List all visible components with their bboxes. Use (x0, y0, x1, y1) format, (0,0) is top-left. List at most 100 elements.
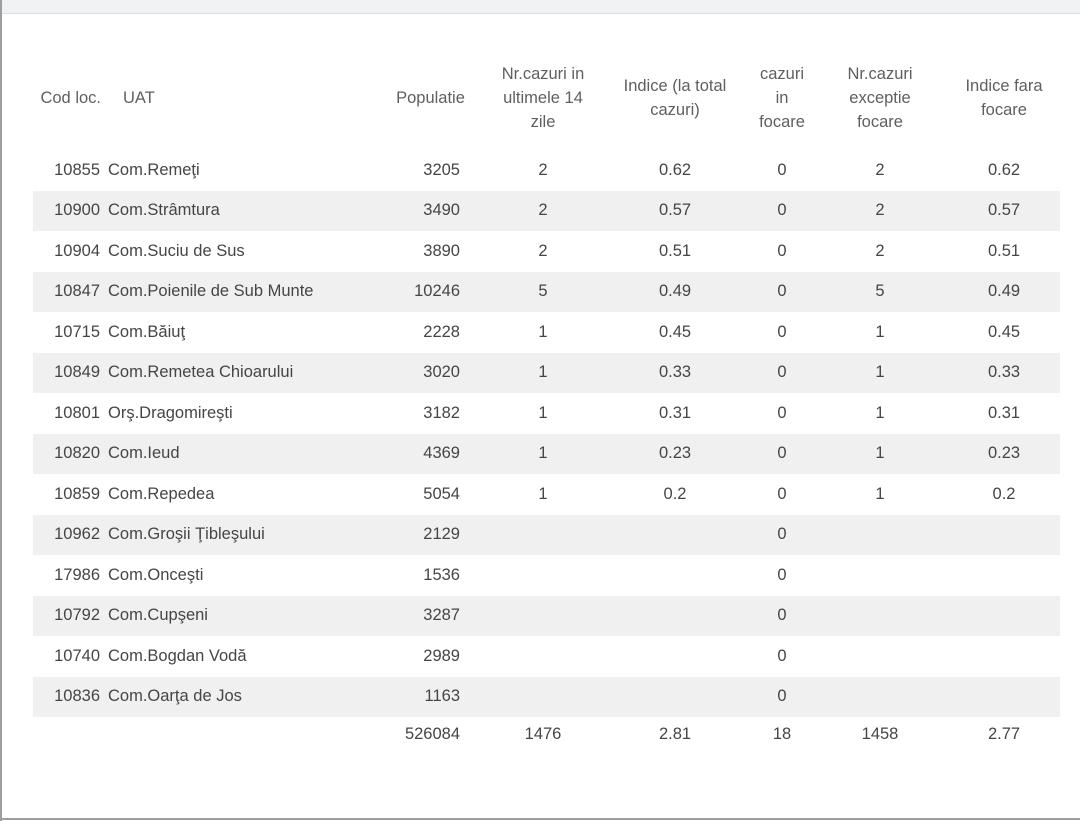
table-row: 10847 Com.Poienile de Sub Munte 10246 5 … (33, 271, 1060, 312)
cell-uat: Com.Suciu de Sus (108, 241, 245, 260)
column-header-cazuri-focare: cazuri in focare (752, 62, 812, 134)
cell-indice-total: 0.31 (658, 403, 692, 422)
incidence-table: Cod loc. UAT Populatie Nr.cazuri in ulti… (33, 45, 1060, 751)
cell-cazuri-14-zile: 5 (538, 282, 548, 301)
cell-indice-fara-focare: 0.2 (992, 484, 1016, 503)
cell-cazuri-focare: 0 (777, 322, 787, 341)
table-row: 10801 Orş.Dragomireşti 3182 1 0.31 0 1 0… (33, 393, 1060, 434)
cell-indice-fara-focare: 0.33 (987, 363, 1021, 382)
cell-cazuri-focare: 0 (777, 282, 787, 301)
column-header-populatie: Populatie (373, 86, 488, 110)
cell-cod-loc: 10740 (54, 646, 100, 665)
cell-indice-total: 0.45 (658, 322, 692, 341)
table-row: 17986 Com.Onceşti 1536 0 (33, 555, 1060, 596)
cell-cod-loc: 10849 (54, 363, 100, 382)
cell-cazuri-exceptie: 1 (875, 322, 885, 341)
cell-cod-loc: 10715 (54, 322, 100, 341)
cell-populatie: 2129 (423, 525, 460, 544)
column-header-indice-total: Indice (la total cazuri) (598, 74, 752, 122)
column-header-uat: UAT (105, 86, 373, 110)
cell-indice-fara-focare: 0.31 (987, 403, 1021, 422)
total-indice-total: 2.81 (658, 724, 692, 743)
cell-indice-fara-focare: 0.62 (987, 160, 1021, 179)
cell-cazuri-focare: 0 (777, 444, 787, 463)
cell-cazuri-exceptie: 5 (875, 282, 885, 301)
cell-indice-total: 0.23 (658, 444, 692, 463)
top-strip (0, 0, 1080, 14)
cell-cazuri-focare: 0 (777, 687, 787, 706)
table-body: 10855 Com.Remeţi 3205 2 0.62 0 2 0.62 10… (33, 150, 1060, 717)
cell-populatie: 2228 (423, 322, 460, 341)
cell-populatie: 1163 (424, 687, 460, 706)
cell-indice-total: 0.57 (658, 201, 692, 220)
cell-uat: Com.Bogdan Vodă (108, 646, 247, 665)
total-indice-fara-focare: 2.77 (987, 724, 1021, 743)
cell-uat: Orş.Dragomireşti (108, 403, 233, 422)
cell-cod-loc: 10855 (54, 160, 100, 179)
cell-populatie: 3020 (423, 363, 460, 382)
column-header-label: UAT (123, 88, 155, 107)
cell-cazuri-focare: 0 (777, 484, 787, 503)
total-cazuri-14-zile: 1476 (524, 724, 562, 743)
cell-uat: Com.Remetea Chioarului (108, 363, 294, 382)
column-header-label: Nr.cazuri exceptie focare (847, 64, 913, 131)
cell-cazuri-focare: 0 (777, 363, 787, 382)
cell-cod-loc: 10836 (54, 687, 100, 706)
cell-populatie: 3182 (423, 403, 460, 422)
cell-cazuri-exceptie: 2 (875, 241, 885, 260)
cell-populatie: 3287 (423, 606, 460, 625)
table-row: 10740 Com.Bogdan Vodă 2989 0 (33, 636, 1060, 677)
cell-indice-total: 0.62 (658, 160, 692, 179)
cell-cazuri-focare: 0 (777, 565, 787, 584)
cell-uat: Com.Strâmtura (108, 201, 220, 220)
table-row: 10715 Com.Băiuţ 2228 1 0.45 0 1 0.45 (33, 312, 1060, 353)
cell-cazuri-14-zile: 1 (538, 322, 548, 341)
column-header-label: Cod loc. (40, 88, 101, 107)
table-row: 10836 Com.Oarţa de Jos 1163 0 (33, 676, 1060, 717)
table-row: 10962 Com.Groşii Ţibleşului 2129 0 (33, 514, 1060, 555)
cell-cazuri-focare: 0 (777, 525, 787, 544)
cell-cazuri-14-zile: 1 (538, 484, 548, 503)
cell-cod-loc: 17986 (54, 565, 100, 584)
cell-indice-fara-focare: 0.57 (987, 201, 1021, 220)
cell-uat: Com.Groşii Ţibleşului (108, 525, 265, 544)
cell-uat: Com.Onceşti (108, 565, 204, 584)
column-header-cazuri-exceptie: Nr.cazuri exceptie focare (812, 62, 948, 134)
cell-indice-fara-focare: 0.23 (987, 444, 1021, 463)
cell-cazuri-14-zile: 2 (538, 241, 548, 260)
cell-cod-loc: 10962 (54, 525, 100, 544)
column-header-label: Indice (la total cazuri) (623, 76, 727, 119)
total-cazuri-focare: 18 (772, 724, 792, 743)
cell-indice-total: 0.2 (663, 484, 687, 503)
cell-indice-fara-focare: 0.51 (987, 241, 1021, 260)
column-header-label: Indice fara focare (965, 76, 1043, 119)
cell-cazuri-14-zile: 1 (538, 363, 548, 382)
table-row: 10900 Com.Strâmtura 3490 2 0.57 0 2 0.57 (33, 190, 1060, 231)
table-row: 10849 Com.Remetea Chioarului 3020 1 0.33… (33, 352, 1060, 393)
cell-cazuri-focare: 0 (777, 201, 787, 220)
cell-indice-fara-focare: 0.45 (987, 322, 1021, 341)
cell-indice-fara-focare: 0.49 (987, 282, 1021, 301)
cell-uat: Com.Cupşeni (108, 606, 208, 625)
table-row: 10855 Com.Remeţi 3205 2 0.62 0 2 0.62 (33, 150, 1060, 191)
table-total-row: 526084 1476 2.81 18 1458 2.77 (33, 717, 1060, 751)
bottom-edge-line (0, 818, 1080, 820)
cell-uat: Com.Poienile de Sub Munte (108, 282, 314, 301)
cell-cazuri-exceptie: 2 (875, 160, 885, 179)
cell-cazuri-14-zile: 2 (538, 201, 548, 220)
table-row: 10792 Com.Cupşeni 3287 0 (33, 595, 1060, 636)
cell-cazuri-focare: 0 (777, 241, 787, 260)
cell-cazuri-focare: 0 (777, 160, 787, 179)
table-header-row: Cod loc. UAT Populatie Nr.cazuri in ulti… (33, 45, 1060, 150)
cell-indice-total: 0.51 (658, 241, 692, 260)
cell-cazuri-focare: 0 (777, 606, 787, 625)
cell-populatie: 10246 (414, 282, 460, 301)
table-row: 10904 Com.Suciu de Sus 3890 2 0.51 0 2 0… (33, 231, 1060, 272)
cell-uat: Com.Repedea (108, 484, 215, 503)
cell-cazuri-14-zile: 1 (538, 444, 548, 463)
cell-cod-loc: 10900 (54, 201, 100, 220)
cell-populatie: 3890 (423, 241, 460, 260)
cell-populatie: 5054 (423, 484, 460, 503)
total-populatie: 526084 (404, 724, 460, 743)
column-header-label: cazuri in focare (759, 64, 805, 131)
